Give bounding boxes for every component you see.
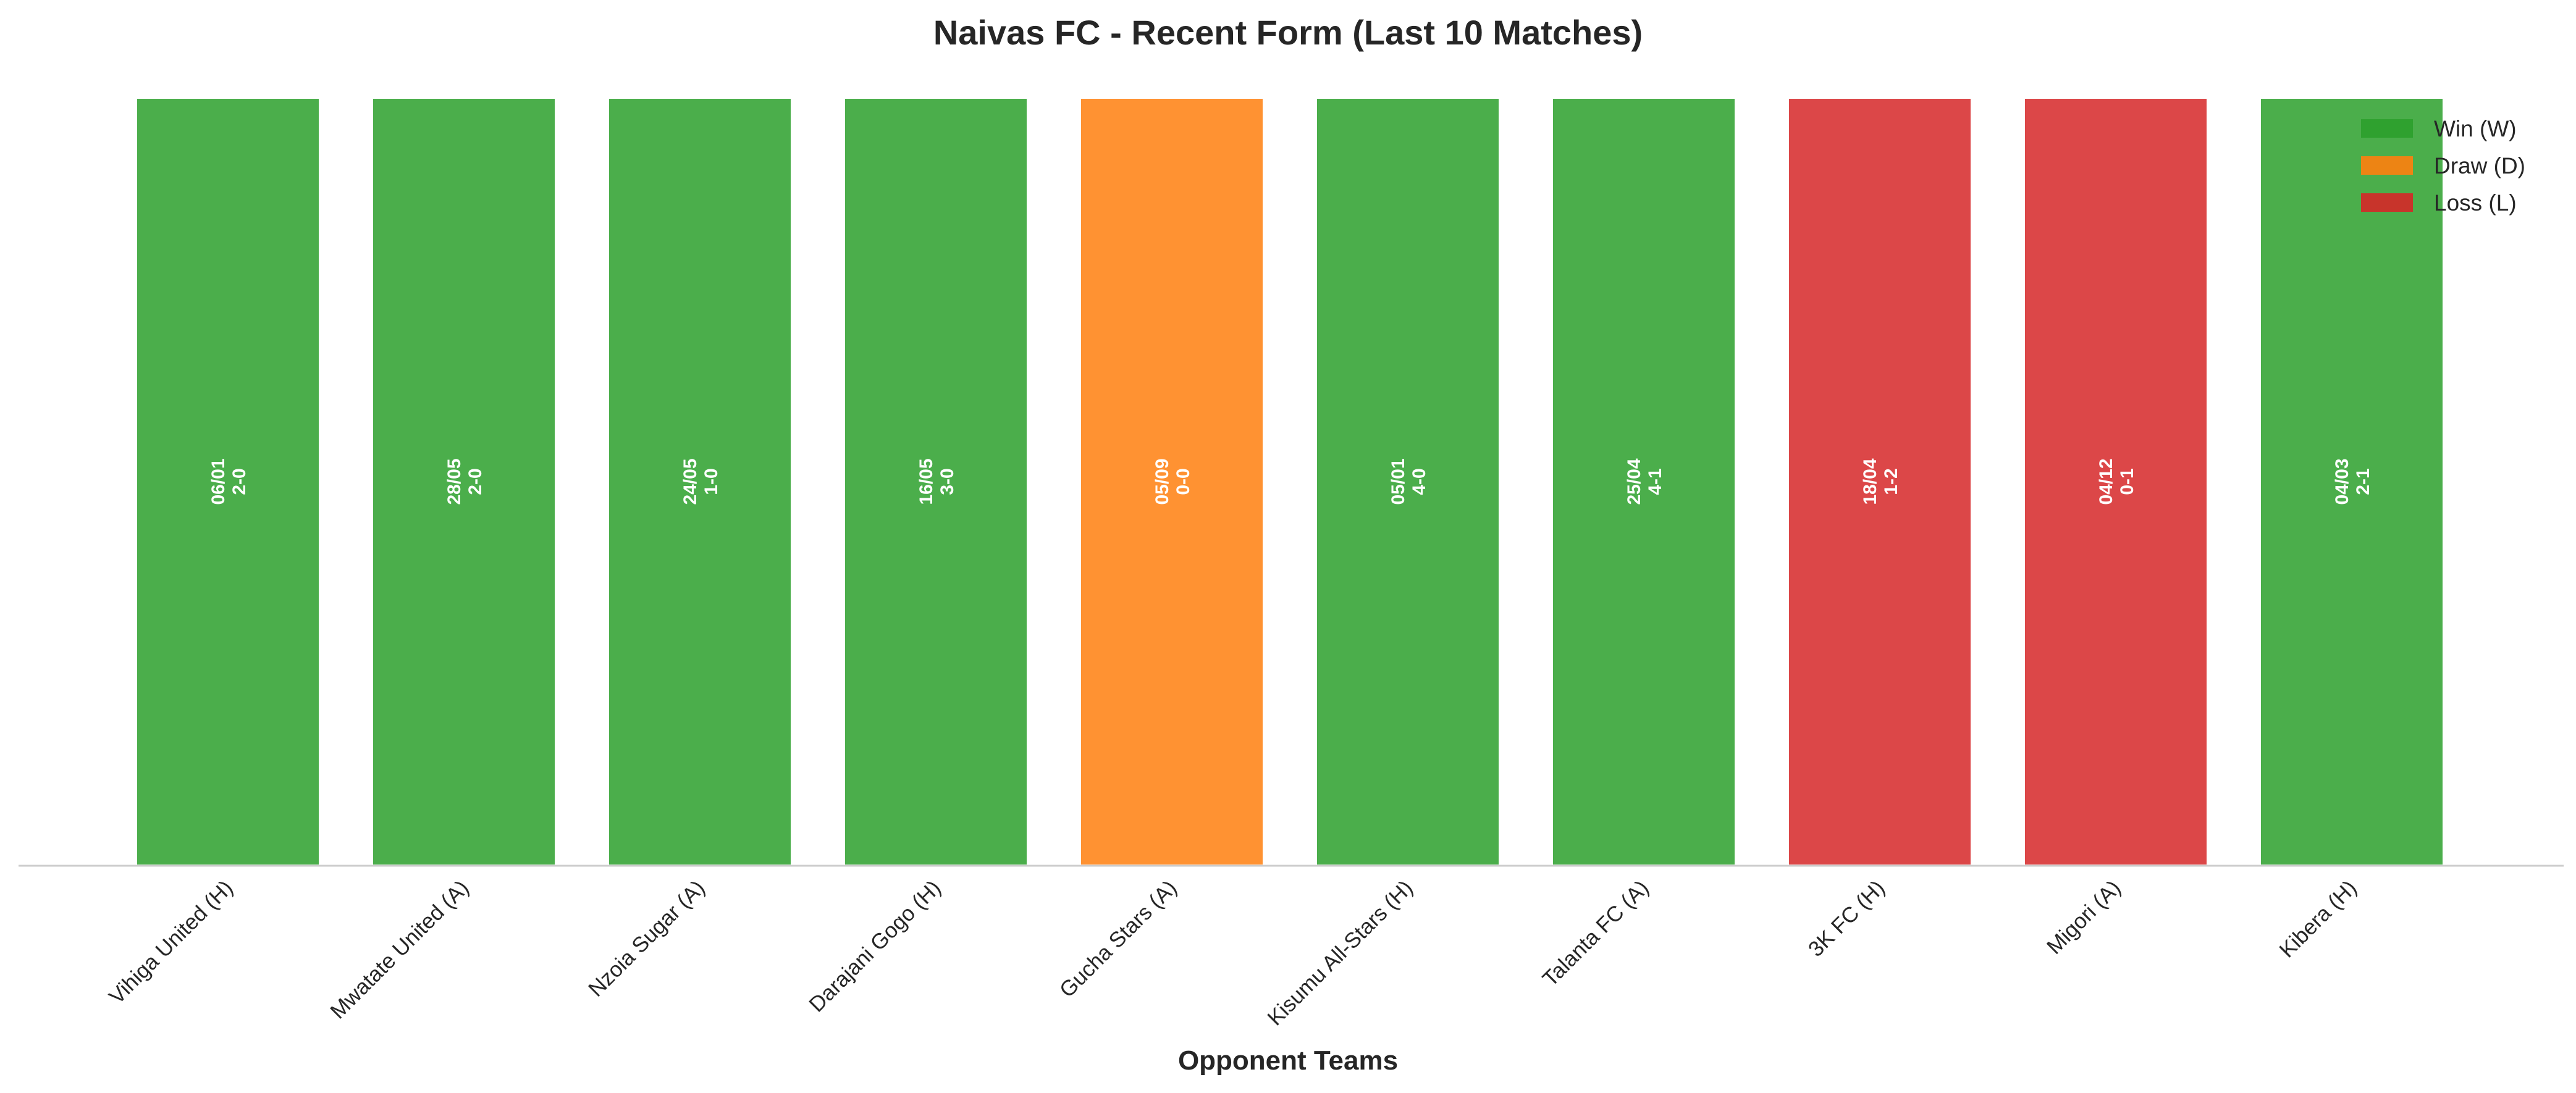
x-axis-label: Opponent Teams bbox=[1178, 1045, 1398, 1076]
x-tick-label-10: Kibera (H) bbox=[2275, 876, 2361, 962]
bar-data-label-7: 25/044-1 bbox=[1624, 458, 1665, 505]
bar-5 bbox=[1079, 96, 1265, 867]
x-tick-label-8: 3K FC (H) bbox=[1804, 876, 1890, 961]
bar-data-label-9: 04/120-1 bbox=[2096, 458, 2137, 505]
bar-date-label: 06/01 bbox=[208, 458, 229, 505]
x-tick-label-9: Migori (A) bbox=[2042, 876, 2126, 959]
bar-score-label: 2-0 bbox=[465, 468, 486, 495]
bar-10 bbox=[2258, 96, 2445, 867]
legend-swatch-w bbox=[2361, 119, 2413, 138]
bar-date-label: 05/01 bbox=[1388, 458, 1408, 505]
x-tick-labels: Vihiga United (H) Mwatate United (A) Nzoia… bbox=[104, 876, 2362, 1030]
bar-score-label: 0-0 bbox=[1173, 468, 1193, 495]
bar-2 bbox=[371, 96, 557, 867]
legend-label-l: Loss (L) bbox=[2434, 190, 2517, 216]
bar-score-label: 4-1 bbox=[1645, 468, 1665, 495]
bar-date-label: 16/05 bbox=[916, 458, 937, 505]
bar-data-label-4: 16/053-0 bbox=[916, 458, 958, 505]
x-tick-label-1: Vihiga United (H) bbox=[104, 876, 238, 1009]
bar-date-label: 05/09 bbox=[1152, 458, 1172, 505]
bar-date-label: 25/04 bbox=[1624, 458, 1644, 505]
bar-date-label: 04/03 bbox=[2332, 458, 2352, 505]
bars-layer bbox=[135, 96, 2445, 867]
x-tick-label-2: Mwatate United (A) bbox=[326, 876, 473, 1023]
bar-data-label-1: 06/012-0 bbox=[208, 458, 250, 505]
bar-data-label-6: 05/014-0 bbox=[1388, 458, 1429, 505]
bar-score-label: 1-0 bbox=[701, 468, 722, 495]
bar-data-label-3: 24/051-0 bbox=[680, 458, 722, 505]
bar-data-label-5: 05/090-0 bbox=[1152, 458, 1193, 505]
bar-3 bbox=[607, 96, 793, 867]
x-tick-label-3: Nzoia Sugar (A) bbox=[584, 876, 710, 1002]
bar-data-label-10: 04/032-1 bbox=[2332, 458, 2373, 505]
x-tick-label-6: Kisumu All-Stars (H) bbox=[1263, 876, 1417, 1030]
bar-score-label: 1-2 bbox=[1881, 468, 1901, 495]
bar-data-label-8: 18/041-2 bbox=[1860, 458, 1901, 505]
bar-date-label: 04/12 bbox=[2096, 458, 2116, 505]
legend: Win (W) Draw (D) Loss (L) bbox=[2361, 116, 2525, 216]
bar-1 bbox=[135, 96, 321, 867]
bar-date-label: 28/05 bbox=[444, 458, 465, 505]
legend-swatch-d bbox=[2361, 156, 2413, 175]
bar-date-label: 24/05 bbox=[680, 458, 701, 505]
x-tick-label-5: Gucha Stars (A) bbox=[1055, 876, 1182, 1002]
bar-4 bbox=[843, 96, 1029, 867]
bar-score-label: 2-1 bbox=[2353, 468, 2373, 495]
bar-score-label: 0-1 bbox=[2117, 468, 2137, 495]
bar-score-label: 2-0 bbox=[229, 468, 250, 495]
bar-8 bbox=[1787, 96, 1973, 867]
x-tick-label-4: Darajani Gogo (H) bbox=[804, 876, 945, 1016]
bar-score-label: 4-0 bbox=[1409, 468, 1429, 495]
x-tick-label-7: Talanta FC (A) bbox=[1538, 876, 1654, 991]
chart-title: Naivas FC - Recent Form (Last 10 Matches… bbox=[933, 13, 1643, 52]
bar-date-label: 18/04 bbox=[1860, 458, 1880, 505]
bar-6 bbox=[1315, 96, 1501, 867]
bar-labels-layer: 06/012-0 28/052-0 24/051-0 16/053-0 05/090-0… bbox=[208, 458, 2373, 505]
bar-data-label-2: 28/052-0 bbox=[444, 458, 486, 505]
legend-label-d: Draw (D) bbox=[2434, 153, 2525, 178]
bar-score-label: 3-0 bbox=[937, 468, 958, 495]
legend-swatch-l bbox=[2361, 193, 2413, 212]
legend-label-w: Win (W) bbox=[2434, 116, 2517, 141]
